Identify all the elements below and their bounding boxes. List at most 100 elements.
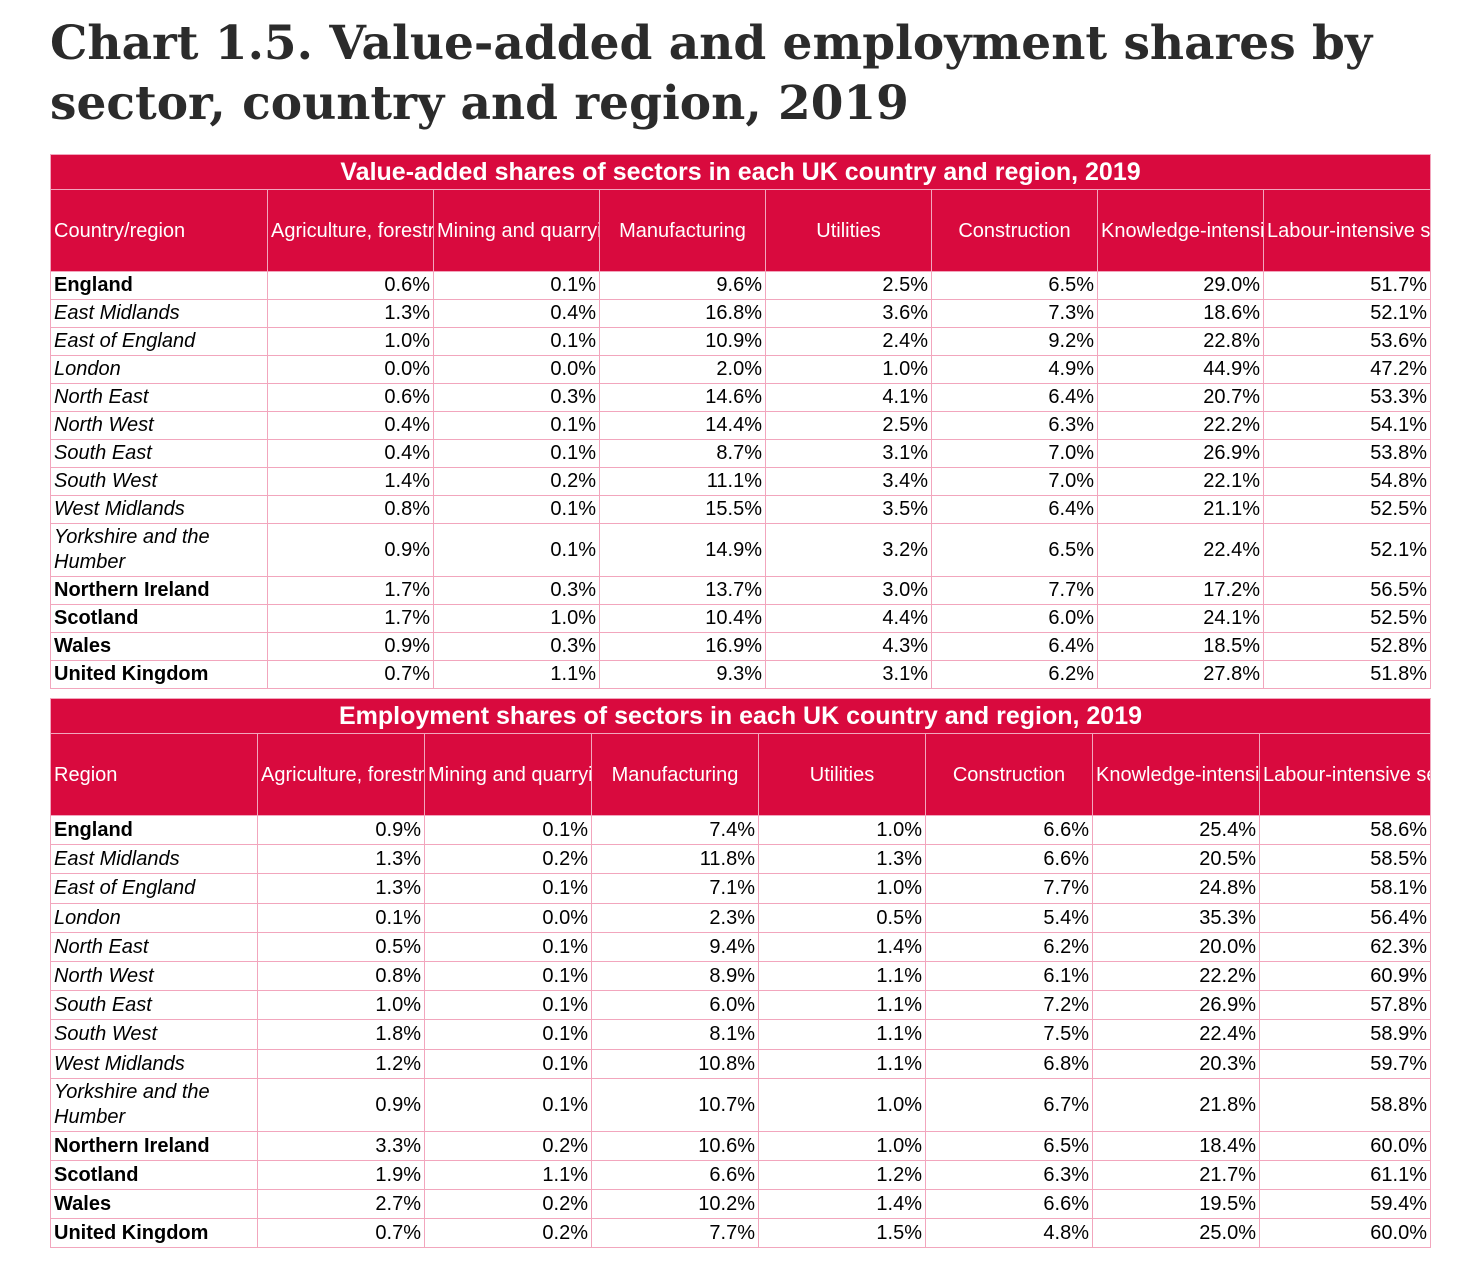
table-cell: 0.1% xyxy=(424,814,592,846)
table-cell: 2.5% xyxy=(765,411,932,440)
table-row: West Midlands 1.2% 0.1% 10.8% 1.1% 6.8% 20.3% 5… xyxy=(50,1048,1432,1079)
table-cell: 16.9% xyxy=(599,632,766,661)
table-cell: 62.3% xyxy=(1258,931,1432,962)
table-cell: 6.5% xyxy=(931,271,1098,300)
table-row: England 0.9% 0.1% 7.4% 1.0% 6.6% 25.4% 58.6% xyxy=(50,814,1432,846)
table-row: United Kingdom 0.7% 1.1% 9.3% 3.1% 6.2% 27.8% 5… xyxy=(50,660,1432,689)
row-label: East of England xyxy=(50,873,258,904)
table-cell: 24.1% xyxy=(1097,604,1264,633)
column-header: Knowledge-intensive services xyxy=(1097,189,1264,272)
table-cell: 1.0% xyxy=(765,355,932,384)
table-cell: 0.3% xyxy=(433,576,600,605)
column-header: Manufacturing xyxy=(591,733,759,816)
table-row: Northern Ireland 3.3% 0.2% 10.6% 1.0% 6.5% 18.… xyxy=(50,1130,1432,1161)
table-cell: 22.2% xyxy=(1097,411,1264,440)
table-title: Value-added shares of sectors in each UK… xyxy=(49,154,1432,190)
table-cell: 1.7% xyxy=(267,604,434,633)
table-cell: 0.1% xyxy=(257,902,425,933)
table-cell: 0.4% xyxy=(267,411,434,440)
table-cell: 0.1% xyxy=(433,495,600,524)
table-cell: 1.3% xyxy=(257,844,425,875)
table-row: South West 1.8% 0.1% 8.1% 1.1% 7.5% 22.4% 58.9% xyxy=(50,1019,1432,1050)
table-cell: 1.0% xyxy=(267,327,434,356)
table-cell: 4.1% xyxy=(765,383,932,412)
table-cell: 6.4% xyxy=(931,383,1098,412)
table-cell: 6.1% xyxy=(925,960,1093,992)
table-cell: 0.5% xyxy=(758,902,926,933)
table-cell: 1.8% xyxy=(257,1019,425,1050)
table-cell: 21.8% xyxy=(1092,1077,1260,1132)
table-cell: 9.3% xyxy=(599,660,766,689)
table-cell: 4.3% xyxy=(765,632,932,661)
row-label: Wales xyxy=(50,1189,258,1220)
table-cell: 0.1% xyxy=(424,931,592,962)
table-cell: 1.0% xyxy=(433,604,600,633)
column-header: Agriculture, forestry and fishing xyxy=(267,189,434,272)
table-cell: 21.1% xyxy=(1097,495,1264,524)
table-cell: 3.0% xyxy=(765,576,932,605)
table-cell: 6.6% xyxy=(925,814,1093,846)
table-cell: 58.8% xyxy=(1258,1077,1432,1132)
table-cell: 3.6% xyxy=(765,299,932,328)
table-cell: 2.4% xyxy=(765,327,932,356)
table-cell: 52.5% xyxy=(1262,604,1432,633)
row-label: East of England xyxy=(50,327,268,356)
row-label: Yorkshire and the Humber xyxy=(50,523,268,577)
table-cell: 1.0% xyxy=(257,990,425,1021)
table-cell: 22.1% xyxy=(1097,467,1264,496)
table-cell: 10.8% xyxy=(591,1048,759,1079)
column-header: Utilities xyxy=(765,189,932,272)
table-cell: 0.1% xyxy=(433,327,600,356)
table-row: London 0.1% 0.0% 2.3% 0.5% 5.4% 35.3% 56.4% xyxy=(50,902,1432,933)
table-cell: 0.5% xyxy=(257,931,425,962)
table-cell: 0.0% xyxy=(267,355,434,384)
table-row: East of England 1.0% 0.1% 10.9% 2.4% 9.2% 22.8… xyxy=(50,327,1432,356)
table-cell: 58.5% xyxy=(1258,844,1432,875)
table-cell: 10.7% xyxy=(591,1077,759,1132)
table-cell: 54.8% xyxy=(1262,467,1432,496)
row-label: North East xyxy=(50,931,258,962)
table-cell: 0.7% xyxy=(267,660,434,689)
row-label: England xyxy=(50,271,268,300)
table-cell: 6.5% xyxy=(931,523,1098,577)
table-cell: 0.0% xyxy=(424,902,592,933)
table-row: North East 0.6% 0.3% 14.6% 4.1% 6.4% 20.7% 53.3… xyxy=(50,383,1432,412)
table-cell: 1.1% xyxy=(424,1159,592,1191)
table-row: South East 1.0% 0.1% 6.0% 1.1% 7.2% 26.9% 57.8% xyxy=(50,990,1432,1021)
table-cell: 0.6% xyxy=(267,383,434,412)
table-cell: 18.4% xyxy=(1092,1130,1260,1161)
table-cell: 15.5% xyxy=(599,495,766,524)
row-label: Wales xyxy=(50,632,268,661)
table-cell: 0.2% xyxy=(424,844,592,875)
table-row: Yorkshire and the Humber 0.9% 0.1% 14.9% 3.2… xyxy=(50,523,1432,577)
row-label: South East xyxy=(50,990,258,1021)
table-cell: 0.1% xyxy=(433,271,600,300)
table-cell: 26.9% xyxy=(1092,990,1260,1021)
table-cell: 56.4% xyxy=(1258,902,1432,933)
column-header: Mining and quarrying xyxy=(433,189,600,272)
table-cell: 4.4% xyxy=(765,604,932,633)
table-cell: 1.3% xyxy=(758,844,926,875)
table-cell: 19.5% xyxy=(1092,1189,1260,1220)
table-cell: 1.3% xyxy=(257,873,425,904)
table-cell: 14.4% xyxy=(599,411,766,440)
table-row: Scotland 1.7% 1.0% 10.4% 4.4% 6.0% 24.1% 52.5% xyxy=(50,604,1432,633)
table-cell: 13.7% xyxy=(599,576,766,605)
table-cell: 22.2% xyxy=(1092,960,1260,992)
table-row: East Midlands 1.3% 0.2% 11.8% 1.3% 6.6% 20.5% 5… xyxy=(50,844,1432,875)
row-label: West Midlands xyxy=(50,495,268,524)
table-row: London 0.0% 0.0% 2.0% 1.0% 4.9% 44.9% 47.2% xyxy=(50,355,1432,384)
table-cell: 26.9% xyxy=(1097,439,1264,468)
table-cell: 7.7% xyxy=(931,576,1098,605)
row-label: Scotland xyxy=(50,1159,258,1191)
row-label: South West xyxy=(50,1019,258,1050)
table-cell: 58.9% xyxy=(1258,1019,1432,1050)
table-cell: 60.9% xyxy=(1258,960,1432,992)
table-cell: 0.2% xyxy=(424,1218,592,1249)
table-cell: 7.0% xyxy=(931,467,1098,496)
table-cell: 35.3% xyxy=(1092,902,1260,933)
table-cell: 4.9% xyxy=(931,355,1098,384)
table-cell: 3.4% xyxy=(765,467,932,496)
table-cell: 1.4% xyxy=(758,1189,926,1220)
